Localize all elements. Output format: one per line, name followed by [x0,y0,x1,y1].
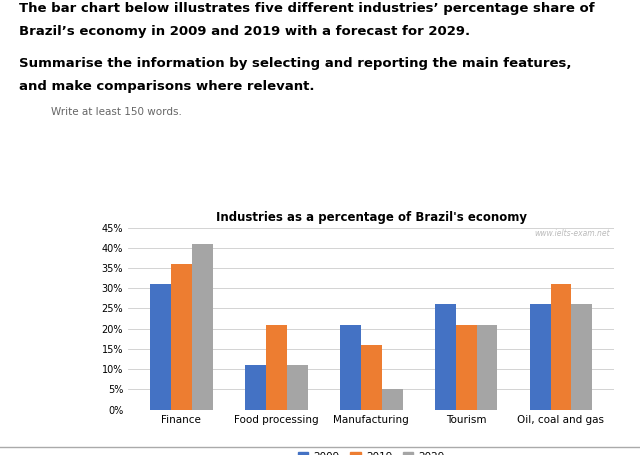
Text: www.ielts-exam.net: www.ielts-exam.net [534,229,609,238]
Bar [572,304,592,410]
Bar [150,284,171,410]
Text: Summarise the information by selecting and reporting the main features,: Summarise the information by selecting a… [19,57,572,70]
Text: and make comparisons where relevant.: and make comparisons where relevant. [19,80,315,93]
Bar [266,324,287,410]
Bar [192,244,212,410]
Bar [245,365,266,410]
Text: Brazil’s economy in 2009 and 2019 with a forecast for 2029.: Brazil’s economy in 2009 and 2019 with a… [19,25,470,38]
Bar [435,304,456,410]
Bar [361,345,381,410]
Bar [456,324,477,410]
Text: The bar chart below illustrates five different industries’ percentage share of: The bar chart below illustrates five dif… [19,2,595,15]
Bar [340,324,361,410]
Bar [550,284,572,410]
Legend: 2009, 2019, 2029: 2009, 2019, 2029 [294,447,449,455]
Text: Write at least 150 words.: Write at least 150 words. [51,107,182,117]
Bar [287,365,308,410]
Bar [381,389,403,410]
Title: Industries as a percentage of Brazil's economy: Industries as a percentage of Brazil's e… [216,211,527,223]
Bar [530,304,550,410]
Bar [171,264,192,410]
Bar [477,324,497,410]
